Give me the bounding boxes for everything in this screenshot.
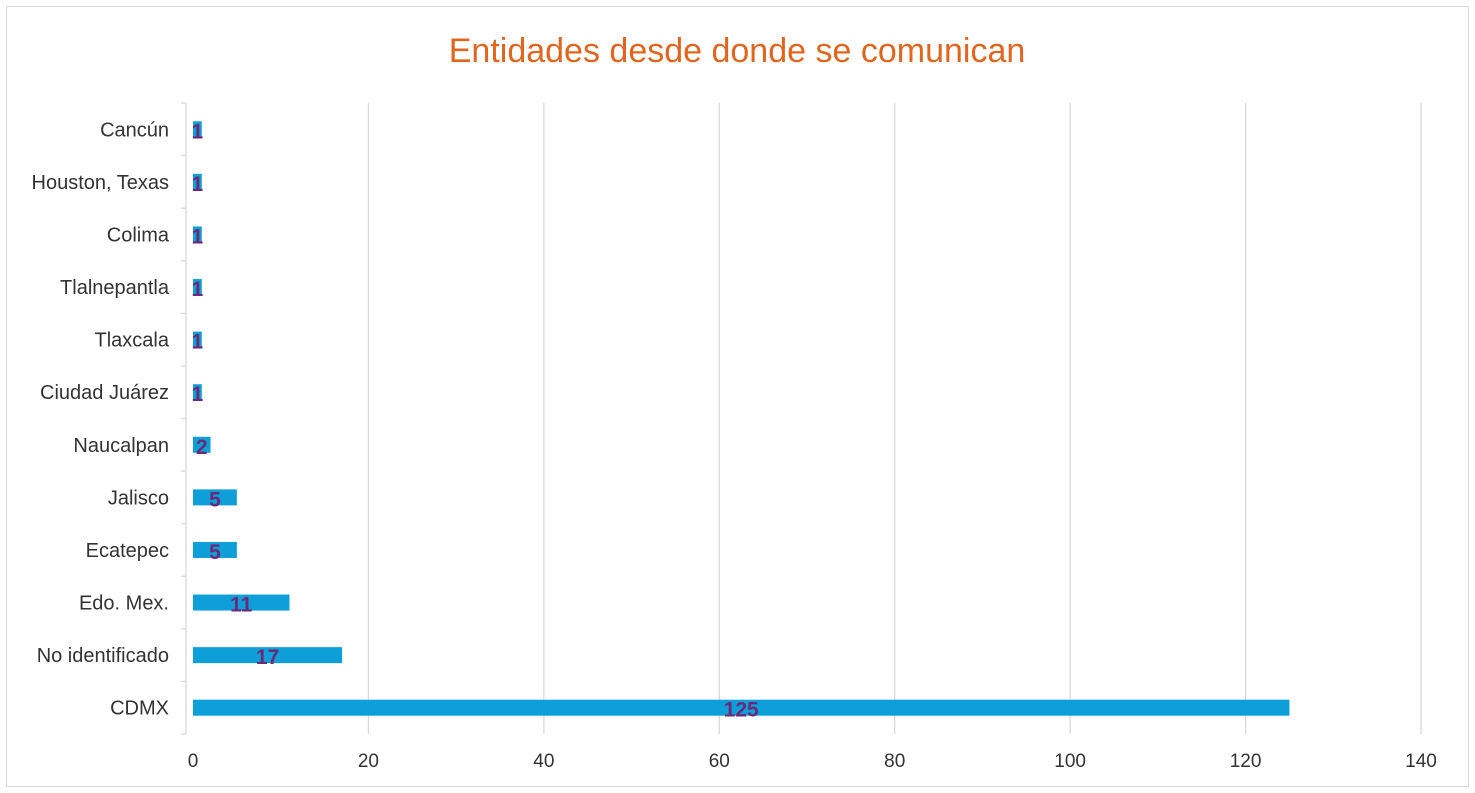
x-tick-label: 120	[1230, 751, 1262, 772]
category-label: Houston, Texas	[32, 172, 170, 194]
data-label: 11	[230, 594, 253, 617]
x-tick-label: 100	[1054, 751, 1086, 772]
x-tick-label: 80	[884, 751, 905, 772]
category-label: CDMX	[110, 698, 169, 720]
category-axis	[181, 102, 187, 735]
data-label: 1	[192, 173, 204, 196]
category-label: Ciudad Juárez	[40, 382, 169, 404]
bar-canc-n	[193, 121, 202, 138]
data-label: 1	[192, 225, 204, 248]
category-label: Jalisco	[108, 487, 169, 509]
category-label: Edo. Mex.	[79, 593, 169, 615]
data-label: 1	[192, 383, 204, 406]
bars	[193, 121, 1290, 716]
bar-tlaxcala	[193, 331, 202, 348]
data-label: 5	[209, 488, 221, 511]
bar-cdmx	[193, 699, 1290, 716]
category-label: Colima	[107, 224, 170, 246]
category-label: Tlaxcala	[95, 330, 170, 352]
x-tick-label: 20	[358, 751, 379, 772]
data-label: 2	[196, 436, 208, 459]
bar-edo-mex-	[193, 594, 290, 611]
bar-naucalpan	[193, 436, 211, 453]
category-label: No identificado	[37, 645, 169, 667]
category-label: Ecatepec	[86, 540, 169, 562]
data-label: 1	[192, 120, 204, 143]
data-label: 5	[209, 541, 221, 564]
x-tick-label: 0	[188, 751, 199, 772]
bar-colima	[193, 226, 202, 243]
category-label: Cancún	[100, 119, 169, 141]
x-tick-label: 140	[1405, 751, 1437, 772]
x-tick-label: 40	[533, 751, 554, 772]
bar-no-identificado	[193, 647, 343, 664]
bar-ciudad-ju-rez	[193, 384, 202, 401]
bar-ecatepec	[193, 541, 237, 558]
category-labels: CDMX No identificado Edo. Mex. Ecatepec Jali…	[32, 119, 170, 719]
category-label: Naucalpan	[73, 435, 169, 457]
data-label: 17	[256, 646, 279, 669]
bar-jalisco	[193, 489, 237, 506]
data-label: 125	[724, 699, 759, 722]
chart-title: Entidades desde donde se comunican	[449, 32, 1026, 70]
category-label: Tlalnepantla	[60, 277, 170, 299]
grid-lines	[367, 103, 1422, 734]
data-label: 1	[192, 278, 204, 301]
x-tick-label: 60	[709, 751, 730, 772]
bar-houston-texas	[193, 173, 202, 190]
data-label: 1	[192, 331, 204, 354]
bar-tlalnepantla	[193, 279, 202, 296]
x-tick-labels: 0 20 40 60 80 100 120 140	[188, 751, 1437, 772]
